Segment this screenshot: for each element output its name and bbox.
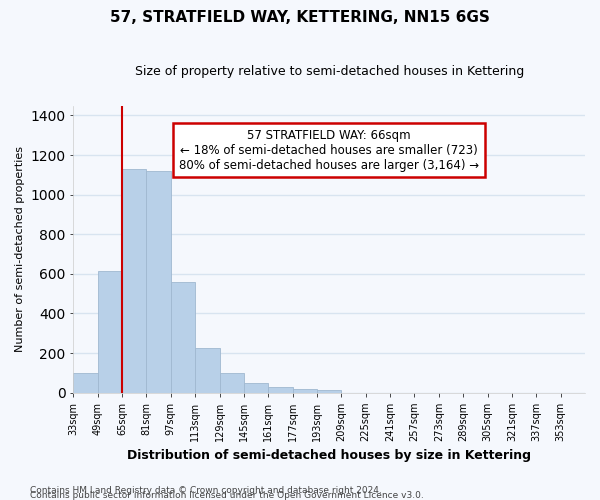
Title: Size of property relative to semi-detached houses in Kettering: Size of property relative to semi-detach… [134, 65, 524, 78]
Bar [220, 373, 244, 392]
Bar [195, 348, 220, 393]
Text: Contains public sector information licensed under the Open Government Licence v3: Contains public sector information licen… [30, 491, 424, 500]
Bar [122, 169, 146, 392]
X-axis label: Distribution of semi-detached houses by size in Kettering: Distribution of semi-detached houses by … [127, 450, 531, 462]
Text: Contains HM Land Registry data © Crown copyright and database right 2024.: Contains HM Land Registry data © Crown c… [30, 486, 382, 495]
Bar [317, 390, 341, 392]
Y-axis label: Number of semi-detached properties: Number of semi-detached properties [15, 146, 25, 352]
Bar [293, 388, 317, 392]
Text: 57, STRATFIELD WAY, KETTERING, NN15 6GS: 57, STRATFIELD WAY, KETTERING, NN15 6GS [110, 10, 490, 25]
Text: 57 STRATFIELD WAY: 66sqm
← 18% of semi-detached houses are smaller (723)
80% of : 57 STRATFIELD WAY: 66sqm ← 18% of semi-d… [179, 128, 479, 172]
Bar [73, 373, 98, 392]
Bar [98, 271, 122, 392]
Bar [146, 171, 171, 392]
Bar [244, 382, 268, 392]
Bar [268, 386, 293, 392]
Bar [171, 282, 195, 393]
